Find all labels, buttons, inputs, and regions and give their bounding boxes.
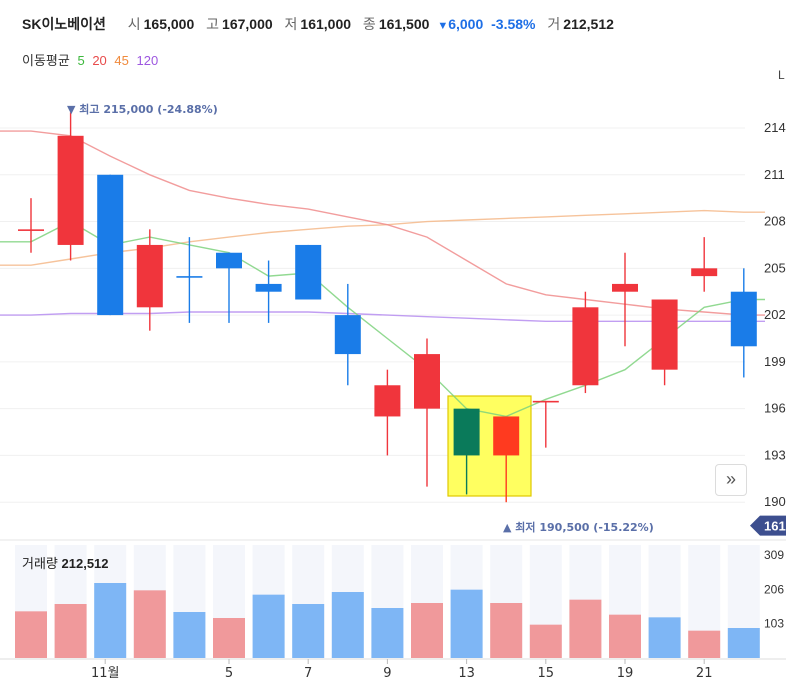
volume-panel-label: 거래량 212,512 — [22, 553, 109, 572]
low-label: 저 — [284, 16, 298, 32]
double-chevron-right-icon: » — [725, 469, 736, 489]
volume-bar — [411, 603, 443, 658]
volume-bar — [648, 617, 681, 658]
volume-bar — [450, 589, 483, 658]
candle-body — [176, 276, 203, 278]
volume-bar — [688, 630, 721, 658]
volume-bar — [213, 618, 245, 658]
volume-bar — [54, 604, 87, 658]
volume-axis-label: 309 — [764, 548, 784, 562]
ma-45-label: 45 — [114, 53, 129, 68]
scroll-right-button[interactable]: » — [715, 464, 747, 496]
candle-body — [216, 252, 242, 269]
volume-bar — [331, 592, 364, 658]
volume-bar — [529, 624, 562, 658]
candle-body — [57, 135, 84, 245]
ma-5-label: 5 — [77, 53, 85, 68]
candle-body — [374, 385, 401, 417]
candle-body — [334, 315, 361, 355]
ma120-line — [0, 311, 765, 322]
price-axis-label: 199 — [764, 354, 786, 369]
volume-bar — [15, 611, 47, 658]
volume-bar — [569, 599, 602, 658]
candle-body — [651, 299, 678, 370]
candle-body — [136, 244, 163, 308]
change-percent: -3.58% — [491, 16, 536, 32]
volume-value: 212,512 — [563, 16, 614, 32]
change-value: 6,000 — [448, 16, 484, 32]
volume-bar — [490, 603, 523, 658]
close-label: 종 — [362, 16, 376, 32]
volume-label: 거 — [547, 16, 561, 32]
x-axis-label: 19 — [617, 666, 634, 678]
candle-body — [414, 354, 440, 409]
candle-body — [612, 283, 638, 292]
volume-bar — [292, 604, 325, 658]
price-axis-label: 202 — [764, 307, 786, 322]
low-value: 161,000 — [300, 16, 352, 32]
candle-body — [255, 283, 282, 292]
candle-body — [730, 291, 757, 347]
candle-body — [532, 400, 559, 403]
close-value: 161,500 — [378, 16, 430, 32]
ma5-line — [0, 220, 765, 418]
moving-average-legend[interactable]: 이동평균 5 20 45 120 — [22, 50, 162, 69]
volume-axis-label: 103 — [764, 617, 784, 631]
current-price-tag-label: 161 — [764, 519, 786, 534]
x-axis-label: 15 — [538, 666, 555, 678]
x-axis-label: 13 — [458, 666, 475, 678]
highest-price-annotation: ▼ 최고 215,000 (-24.88%) — [67, 102, 218, 116]
volume-bar — [173, 612, 206, 658]
x-axis-label: 7 — [304, 666, 312, 678]
open-label: 시 — [127, 16, 141, 32]
x-axis-label: 5 — [225, 666, 233, 678]
price-axis-label: 196 — [764, 401, 786, 416]
volume-bar — [133, 590, 166, 658]
price-axis-label: 214 — [764, 120, 786, 135]
volume-bar — [609, 614, 641, 658]
high-value: 167,000 — [222, 16, 273, 32]
volume-panel-title: 거래량 — [22, 556, 58, 571]
price-axis-label: 205 — [764, 260, 786, 275]
open-value: 165,000 — [143, 16, 195, 32]
candle-body — [295, 244, 322, 300]
ma-20-label: 20 — [92, 53, 107, 68]
down-arrow-icon: ▼ — [437, 20, 449, 32]
price-axis-label: 211 — [764, 167, 785, 182]
corner-label: L — [778, 68, 785, 82]
volume-axis-label: 206 — [764, 582, 784, 596]
volume-bar — [252, 594, 285, 658]
ma-legend-label: 이동평균 — [22, 53, 70, 68]
stock-name: SK이노베이션 — [22, 16, 106, 32]
x-axis-label: 11월 — [91, 666, 120, 678]
current-price-tag — [750, 515, 786, 536]
volume-bar — [371, 608, 404, 658]
candle-body — [572, 307, 599, 386]
ma-120-label: 120 — [136, 53, 159, 68]
stock-header: SK이노베이션 시 165,000 고 167,000 저 161,000 종 161,… — [22, 14, 614, 34]
x-axis-label: 21 — [696, 666, 713, 678]
ma20-line — [0, 130, 765, 316]
price-axis-label: 193 — [764, 447, 786, 462]
price-axis-label: 190 — [764, 494, 786, 509]
volume-bar — [94, 583, 127, 658]
candle-body — [18, 229, 44, 231]
high-label: 고 — [206, 16, 220, 32]
lowest-price-annotation: ▲ 최저 190,500 (-15.22%) — [503, 520, 654, 534]
candle-body — [97, 174, 124, 316]
volume-bar — [727, 628, 760, 658]
candle-body — [691, 268, 718, 277]
x-axis-label: 9 — [383, 666, 391, 678]
candle-body — [493, 416, 520, 456]
price-axis-label: 208 — [764, 214, 786, 229]
candle-body — [453, 408, 480, 456]
volume-panel-value: 212,512 — [61, 556, 109, 571]
